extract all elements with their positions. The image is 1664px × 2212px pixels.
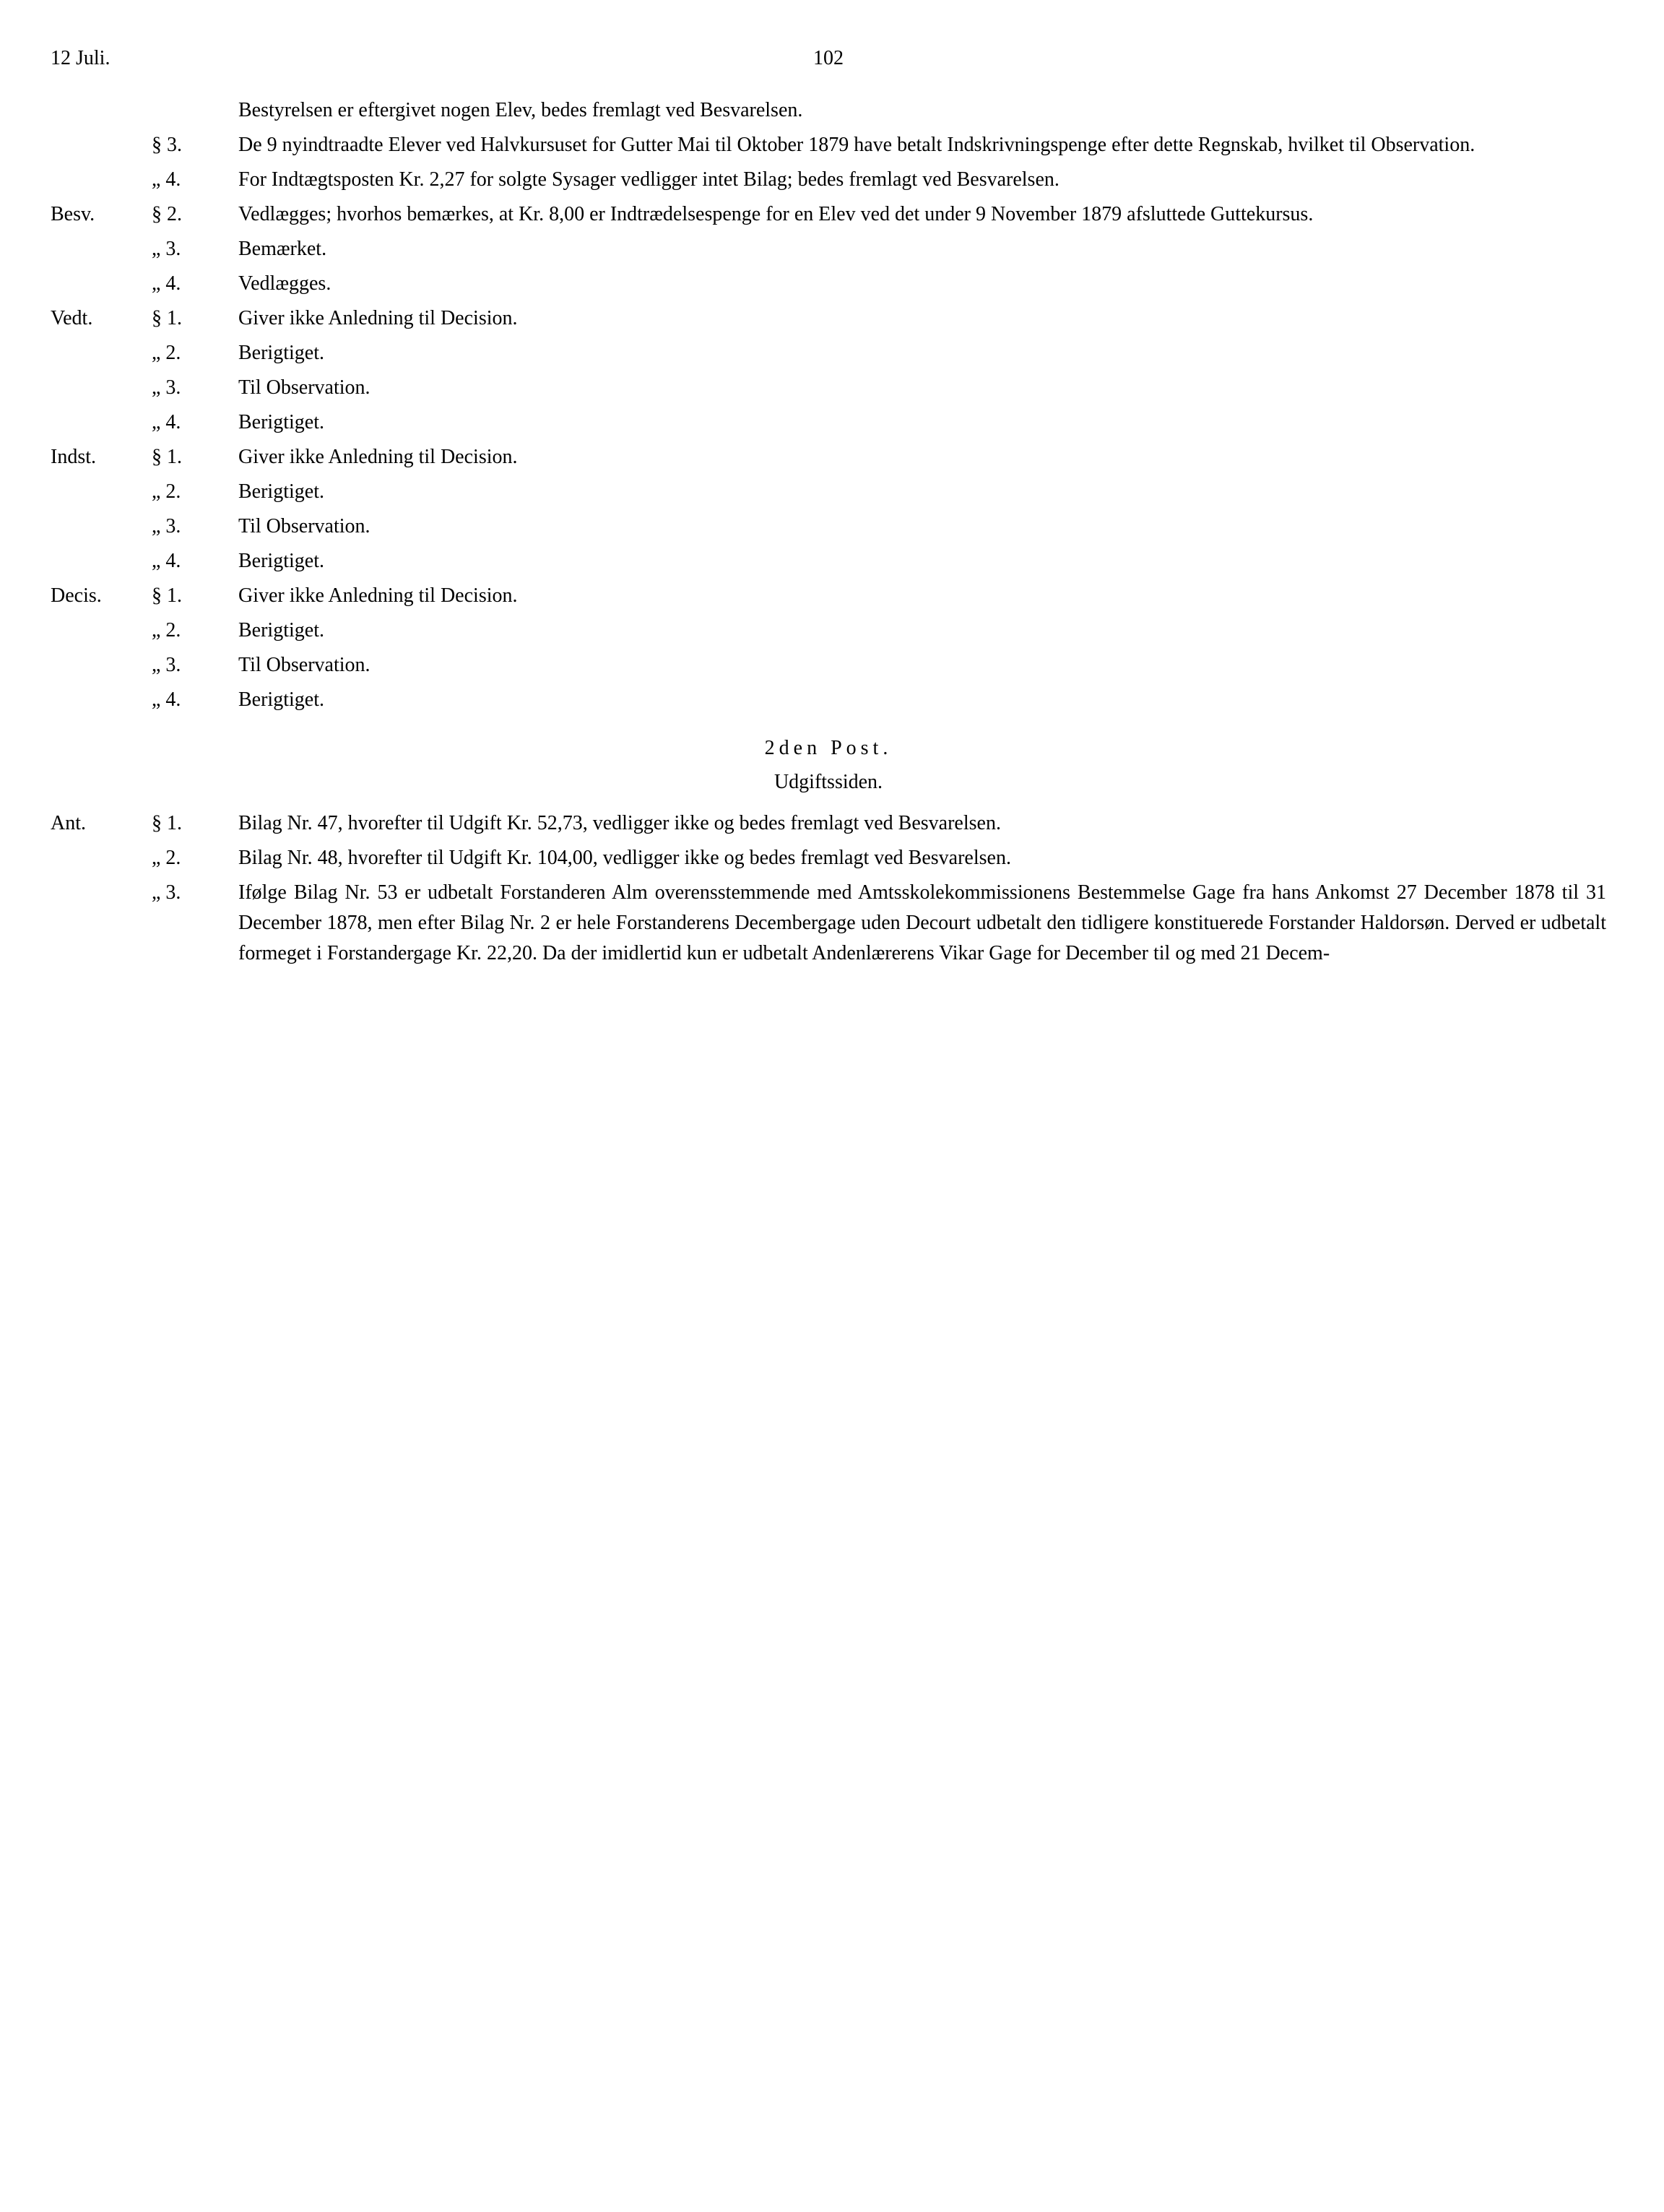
margin-label — [51, 338, 152, 368]
margin-label: Besv. — [51, 199, 152, 230]
header-date: 12 Juli. — [51, 43, 181, 74]
margin-label — [51, 373, 152, 403]
content-row: „ 3.Til Observation. — [51, 511, 1606, 542]
margin-label — [51, 477, 152, 507]
item-marker: „ 3. — [152, 650, 238, 681]
content-row: § 3.De 9 nyindtraadte Elever ved Halvkur… — [51, 130, 1606, 160]
item-body: Berigtiget. — [238, 546, 1606, 576]
section-subheading: Udgiftssiden. — [51, 767, 1606, 798]
item-marker: § 1. — [152, 442, 238, 472]
item-marker: § 1. — [152, 808, 238, 839]
item-marker: „ 2. — [152, 338, 238, 368]
margin-label — [51, 511, 152, 542]
content-row: Bestyrelsen er eftergivet nogen Elev, be… — [51, 95, 1606, 126]
item-body: Til Observation. — [238, 373, 1606, 403]
content-row: „ 3.Bemærket. — [51, 234, 1606, 264]
margin-label — [51, 95, 152, 126]
margin-label — [51, 843, 152, 873]
item-marker: „ 4. — [152, 269, 238, 299]
content-row: „ 3.Ifølge Bilag Nr. 53 er udbetalt Fors… — [51, 878, 1606, 969]
margin-label — [51, 407, 152, 438]
margin-label: Vedt. — [51, 303, 152, 334]
item-body: Berigtiget. — [238, 685, 1606, 715]
page-number: 102 — [181, 43, 1606, 74]
item-body: Til Observation. — [238, 650, 1606, 681]
content-block-2: Ant.§ 1.Bilag Nr. 47, hvorefter til Udgi… — [51, 808, 1606, 969]
content-row: Indst.§ 1.Giver ikke Anledning til Decis… — [51, 442, 1606, 472]
item-marker: „ 4. — [152, 407, 238, 438]
margin-label — [51, 685, 152, 715]
item-marker: „ 4. — [152, 685, 238, 715]
page-header: 12 Juli. 102 — [51, 43, 1606, 74]
content-row: „ 2.Berigtiget. — [51, 615, 1606, 646]
item-marker: „ 4. — [152, 165, 238, 195]
margin-label — [51, 650, 152, 681]
margin-label: Indst. — [51, 442, 152, 472]
item-marker: „ 4. — [152, 546, 238, 576]
item-marker: „ 3. — [152, 511, 238, 542]
margin-label — [51, 165, 152, 195]
margin-label — [51, 269, 152, 299]
item-marker: „ 2. — [152, 477, 238, 507]
item-marker — [152, 95, 238, 126]
item-body: Bemærket. — [238, 234, 1606, 264]
item-marker: „ 3. — [152, 234, 238, 264]
item-marker: § 2. — [152, 199, 238, 230]
margin-label — [51, 878, 152, 969]
item-body: Vedlægges. — [238, 269, 1606, 299]
content-row: Ant.§ 1.Bilag Nr. 47, hvorefter til Udgi… — [51, 808, 1606, 839]
item-body: Giver ikke Anledning til Decision. — [238, 581, 1606, 611]
item-body: Giver ikke Anledning til Decision. — [238, 303, 1606, 334]
item-body: Berigtiget. — [238, 407, 1606, 438]
margin-label: Ant. — [51, 808, 152, 839]
item-body: De 9 nyindtraadte Elever ved Halvkursuse… — [238, 130, 1606, 160]
content-row: „ 2.Berigtiget. — [51, 477, 1606, 507]
item-marker: „ 3. — [152, 878, 238, 969]
content-row: „ 4.Vedlægges. — [51, 269, 1606, 299]
content-row: „ 2.Berigtiget. — [51, 338, 1606, 368]
content-row: „ 4.For Indtægtsposten Kr. 2,27 for solg… — [51, 165, 1606, 195]
margin-label: Decis. — [51, 581, 152, 611]
item-body: Ifølge Bilag Nr. 53 er udbetalt Forstand… — [238, 878, 1606, 969]
item-marker: „ 2. — [152, 615, 238, 646]
item-body: Giver ikke Anledning til Decision. — [238, 442, 1606, 472]
content-row: „ 2.Bilag Nr. 48, hvorefter til Udgift K… — [51, 843, 1606, 873]
content-row: „ 4.Berigtiget. — [51, 407, 1606, 438]
item-body: Bestyrelsen er eftergivet nogen Elev, be… — [238, 95, 1606, 126]
item-body: Vedlægges; hvorhos bemærkes, at Kr. 8,00… — [238, 199, 1606, 230]
margin-label — [51, 130, 152, 160]
item-body: Bilag Nr. 47, hvorefter til Udgift Kr. 5… — [238, 808, 1606, 839]
content-row: „ 4.Berigtiget. — [51, 685, 1606, 715]
item-marker: „ 2. — [152, 843, 238, 873]
content-row: Vedt.§ 1.Giver ikke Anledning til Decisi… — [51, 303, 1606, 334]
content-row: „ 3.Til Observation. — [51, 650, 1606, 681]
item-marker: „ 3. — [152, 373, 238, 403]
item-marker: § 1. — [152, 581, 238, 611]
item-body: Berigtiget. — [238, 338, 1606, 368]
content-row: Decis.§ 1.Giver ikke Anledning til Decis… — [51, 581, 1606, 611]
item-body: Berigtiget. — [238, 477, 1606, 507]
item-body: Bilag Nr. 48, hvorefter til Udgift Kr. 1… — [238, 843, 1606, 873]
item-marker: § 1. — [152, 303, 238, 334]
content-row: „ 3.Til Observation. — [51, 373, 1606, 403]
item-marker: § 3. — [152, 130, 238, 160]
margin-label — [51, 234, 152, 264]
item-body: For Indtægtsposten Kr. 2,27 for solgte S… — [238, 165, 1606, 195]
content-row: „ 4.Berigtiget. — [51, 546, 1606, 576]
content-block-1: Bestyrelsen er eftergivet nogen Elev, be… — [51, 95, 1606, 715]
section-heading: 2den Post. — [51, 733, 1606, 764]
item-body: Berigtiget. — [238, 615, 1606, 646]
content-row: Besv.§ 2.Vedlægges; hvorhos bemærkes, at… — [51, 199, 1606, 230]
margin-label — [51, 615, 152, 646]
margin-label — [51, 546, 152, 576]
item-body: Til Observation. — [238, 511, 1606, 542]
